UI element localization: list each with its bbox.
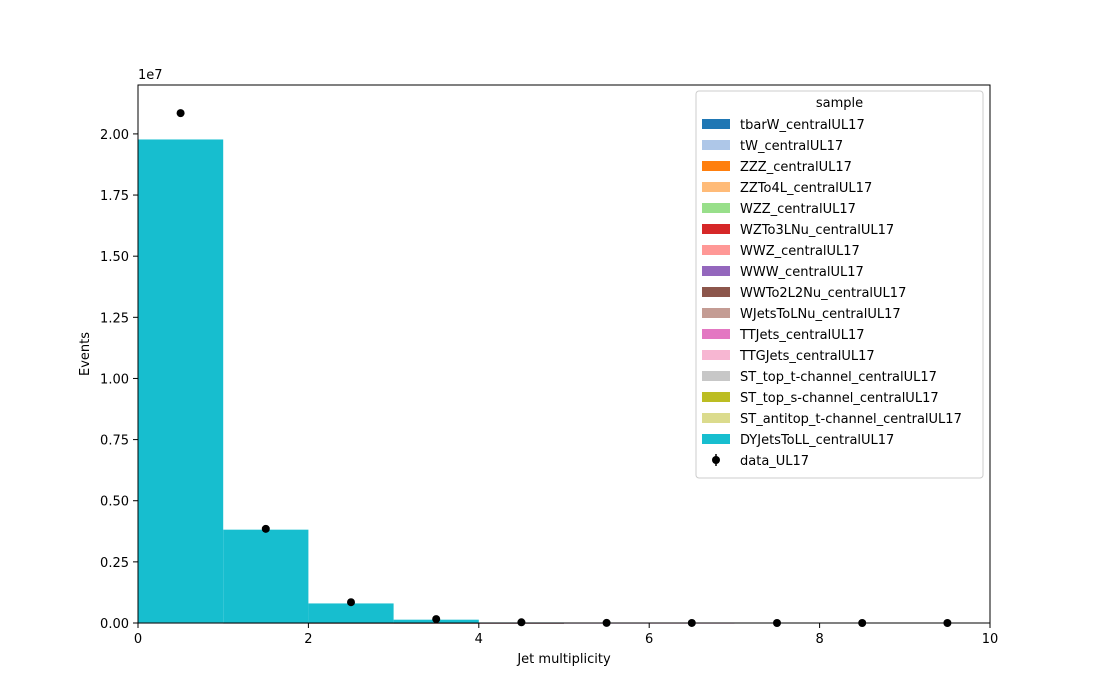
legend-label-data_UL17: data_UL17: [740, 454, 809, 469]
legend-swatch-DYJetsToLL_centralUL17: [702, 434, 730, 444]
y-tick-label-7: 1.75: [100, 189, 129, 204]
y-axis-multiplier: 1e7: [138, 68, 163, 83]
legend-label-ZZZ_centralUL17: ZZZ_centralUL17: [740, 160, 852, 175]
x-tick-label-0: 0: [134, 632, 142, 647]
legend-label-ZZTo4L_centralUL17: ZZTo4L_centralUL17: [740, 181, 872, 196]
data-point-4: [517, 618, 526, 627]
legend-label-tbarW_centralUL17: tbarW_centralUL17: [740, 118, 865, 133]
legend-swatch-ZZZ_centralUL17: [702, 161, 730, 171]
x-tick-label-1: 2: [304, 632, 312, 647]
x-tick-label-4: 8: [815, 632, 823, 647]
legend-swatch-TTJets_centralUL17: [702, 329, 730, 339]
y-tick-label-3: 0.75: [100, 434, 129, 449]
y-axis-label: Events: [78, 332, 93, 376]
y-tick-label-6: 1.50: [100, 250, 129, 265]
bar-DYJetsToLL_centralUL17-bin-2: [308, 603, 394, 623]
legend-swatch-WWW_centralUL17: [702, 266, 730, 276]
x-tick-label-2: 4: [475, 632, 483, 647]
legend-swatch-ST_top_t-channel_centralUL17: [702, 371, 730, 381]
legend-label-TTGJets_centralUL17: TTGJets_centralUL17: [739, 349, 875, 364]
legend-swatch-WJetsToLNu_centralUL17: [702, 308, 730, 318]
legend-label-tW_centralUL17: tW_centralUL17: [740, 139, 843, 154]
x-tick-label-5: 10: [982, 632, 999, 647]
legend-label-WJetsToLNu_centralUL17: WJetsToLNu_centralUL17: [740, 307, 901, 322]
bar-DYJetsToLL_centralUL17-bin-1: [223, 529, 309, 623]
legend-swatch-ST_antitop_t-channel_centralUL17: [702, 413, 730, 423]
legend-label-ST_antitop_t-channel_centralUL17: ST_antitop_t-channel_centralUL17: [740, 412, 962, 427]
legend-label-WZZ_centralUL17: WZZ_centralUL17: [740, 202, 856, 217]
legend: sample tbarW_centralUL17 tW_centralUL17 ZZ…: [695, 90, 984, 479]
legend-swatch-ZZTo4L_centralUL17: [702, 182, 730, 192]
x-tick-label-3: 6: [645, 632, 653, 647]
legend-label-WZTo3LNu_centralUL17: WZTo3LNu_centralUL17: [740, 223, 894, 238]
axes-frame: [137, 84, 991, 624]
legend-label-DYJetsToLL_centralUL17: DYJetsToLL_centralUL17: [740, 433, 894, 448]
y-tick-label-1: 0.25: [100, 556, 129, 571]
legend-label-ST_top_t-channel_centralUL17: ST_top_t-channel_centralUL17: [740, 370, 937, 385]
data-point-1: [261, 524, 270, 533]
legend-label-WWTo2L2Nu_centralUL17: WWTo2L2Nu_centralUL17: [740, 286, 906, 301]
data-point-2: [347, 598, 355, 607]
legend-data-marker: [712, 456, 720, 464]
legend-swatch-ST_top_s-channel_centralUL17: [702, 392, 730, 402]
y-tick-label-8: 2.00: [100, 128, 129, 143]
legend-swatch-TTGJets_centralUL17: [702, 350, 730, 360]
legend-swatch-tW_centralUL17: [702, 140, 730, 150]
y-tick-label-4: 1.00: [100, 372, 129, 387]
legend-swatch-WWZ_centralUL17: [702, 245, 730, 255]
legend-label-WWW_centralUL17: WWW_centralUL17: [740, 265, 864, 280]
legend-label-WWZ_centralUL17: WWZ_centralUL17: [740, 244, 860, 259]
axes: 0 2 4 6 8 10 0.00 0.25 0.50 0.75 1.00 1.25 1.50 1.75 2…: [100, 84, 999, 647]
legend-title: sample: [816, 96, 863, 111]
legend-swatch-WZZ_centralUL17: [702, 203, 730, 213]
legend-label-ST_top_s-channel_centralUL17: ST_top_s-channel_centralUL17: [740, 391, 939, 406]
legend-swatch-WZTo3LNu_centralUL17: [702, 224, 730, 234]
y-tick-label-2: 0.50: [100, 495, 129, 510]
bar-DYJetsToLL_centralUL17-bin-0: [138, 139, 224, 623]
legend-swatch-tbarW_centralUL17: [702, 119, 730, 129]
legend-frame: [695, 90, 984, 479]
y-tick-label-0: 0.00: [100, 617, 129, 632]
legend-label-TTJets_centralUL17: TTJets_centralUL17: [739, 328, 865, 343]
data-point-0: [176, 109, 185, 118]
data-point-3: [432, 615, 441, 624]
legend-swatch-WWTo2L2Nu_centralUL17: [702, 287, 730, 297]
y-tick-label-5: 1.25: [100, 311, 129, 326]
x-axis-label: Jet multiplicity: [516, 652, 611, 667]
